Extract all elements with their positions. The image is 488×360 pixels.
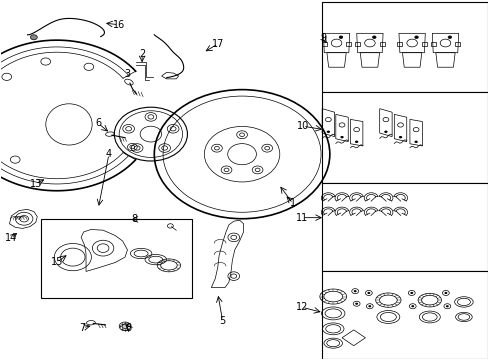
Circle shape [447,36,451,39]
Circle shape [339,36,342,39]
Bar [321,92,488,183]
Text: 16: 16 [112,20,124,30]
Circle shape [444,292,447,294]
Circle shape [366,292,369,294]
Text: 3: 3 [124,69,130,79]
Circle shape [414,141,417,143]
Bar [321,183,488,271]
Circle shape [384,131,387,133]
Circle shape [340,136,343,138]
Circle shape [326,131,329,133]
Circle shape [409,292,412,294]
Text: 6: 6 [95,118,101,128]
Text: 4: 4 [106,149,112,159]
Circle shape [445,305,448,307]
Bar [321,3,488,92]
Circle shape [410,305,413,307]
Text: 14: 14 [5,233,18,243]
Circle shape [354,141,358,143]
Text: 8: 8 [125,323,131,333]
Text: 11: 11 [295,213,307,222]
Text: 13: 13 [30,179,42,189]
Circle shape [122,324,128,328]
Bar [41,220,191,298]
Text: 17: 17 [212,39,224,49]
Text: 15: 15 [50,257,63,267]
Text: 7: 7 [80,323,85,333]
Circle shape [372,36,375,39]
Text: 10: 10 [296,121,308,131]
Circle shape [353,290,356,292]
Text: 8: 8 [131,215,137,224]
Circle shape [398,136,401,138]
Circle shape [414,36,417,39]
Text: 2: 2 [139,49,145,59]
Text: 1: 1 [289,198,296,208]
Circle shape [354,303,357,305]
Text: 5: 5 [219,316,225,325]
Circle shape [30,35,37,40]
Bar [321,271,488,359]
Text: 9: 9 [320,33,326,43]
Circle shape [367,305,370,307]
Text: 12: 12 [295,302,307,312]
